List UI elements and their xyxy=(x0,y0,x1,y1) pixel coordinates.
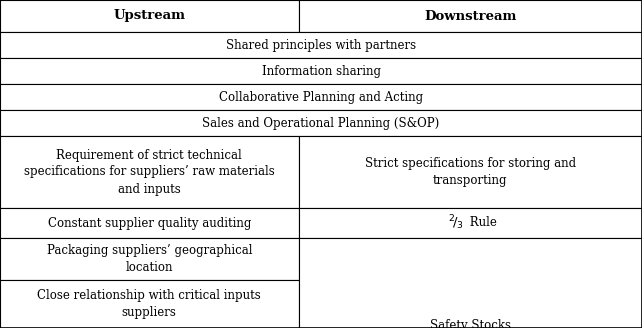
Text: Requirement of strict technical
specifications for suppliers’ raw materials
and : Requirement of strict technical specific… xyxy=(24,149,275,195)
Text: Information sharing: Information sharing xyxy=(261,65,381,77)
Bar xyxy=(0,58,642,84)
Bar xyxy=(0,238,299,280)
Bar xyxy=(0,84,642,110)
Text: Upstream: Upstream xyxy=(113,10,186,23)
Text: Packaging suppliers’ geographical
location: Packaging suppliers’ geographical locati… xyxy=(46,244,252,274)
Bar xyxy=(299,238,642,328)
Text: Sales and Operational Planning (S&OP): Sales and Operational Planning (S&OP) xyxy=(202,116,440,130)
Text: Constant supplier quality auditing: Constant supplier quality auditing xyxy=(48,216,251,230)
Text: Strict specifications for storing and
transporting: Strict specifications for storing and tr… xyxy=(365,157,576,187)
Bar xyxy=(299,136,642,208)
Bar xyxy=(299,0,642,32)
Text: Safety Stocks: Safety Stocks xyxy=(429,318,511,328)
Text: Close relationship with critical inputs
suppliers: Close relationship with critical inputs … xyxy=(37,289,261,319)
Text: Shared principles with partners: Shared principles with partners xyxy=(226,38,416,51)
Text: Rule: Rule xyxy=(466,216,497,230)
Bar xyxy=(0,32,642,58)
Text: Collaborative Planning and Acting: Collaborative Planning and Acting xyxy=(219,91,423,104)
Bar xyxy=(0,280,299,328)
Bar xyxy=(299,208,642,238)
Bar xyxy=(0,208,299,238)
Bar xyxy=(0,110,642,136)
Bar xyxy=(0,136,299,208)
Text: $^2\!/_{3}$: $^2\!/_{3}$ xyxy=(448,214,464,232)
Text: Downstream: Downstream xyxy=(424,10,516,23)
Bar xyxy=(0,0,299,32)
